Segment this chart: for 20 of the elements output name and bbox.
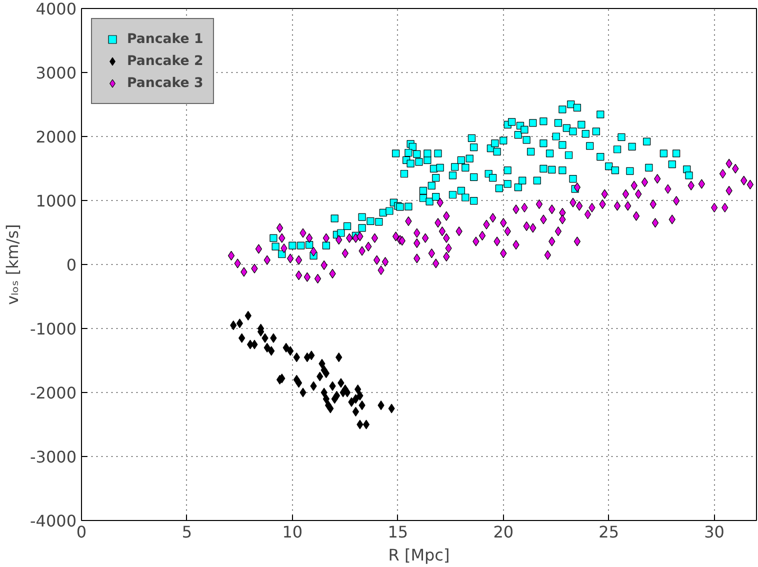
y-tick-label: -4000 xyxy=(30,512,77,530)
y-tick-label: 0 xyxy=(66,256,77,274)
y-tick-label: -1000 xyxy=(30,320,77,338)
x-tick-label: 25 xyxy=(598,522,620,542)
x-tick-label: 5 xyxy=(182,522,192,542)
y-axis-title: vₗₒₛ [km/s] xyxy=(3,224,22,305)
y-tick-label: 2000 xyxy=(36,128,76,146)
x-tick-label: 30 xyxy=(704,522,724,542)
y-tick-label: 1000 xyxy=(36,192,76,210)
y-tick-label: 4000 xyxy=(36,0,76,18)
x-tick-label: 15 xyxy=(388,522,408,542)
y-tick-label: -3000 xyxy=(30,448,77,466)
x-tick-label: 10 xyxy=(282,522,303,542)
y-tick-label: 3000 xyxy=(36,64,76,82)
x-tick-label: 20 xyxy=(493,522,514,542)
legend-label: Pancake 3 xyxy=(127,76,204,90)
x-axis-title: R [Mpc] xyxy=(388,546,450,564)
y-tick-label: -2000 xyxy=(30,384,77,402)
legend-label: Pancake 2 xyxy=(127,54,204,68)
legend-label: Pancake 1 xyxy=(127,32,204,46)
